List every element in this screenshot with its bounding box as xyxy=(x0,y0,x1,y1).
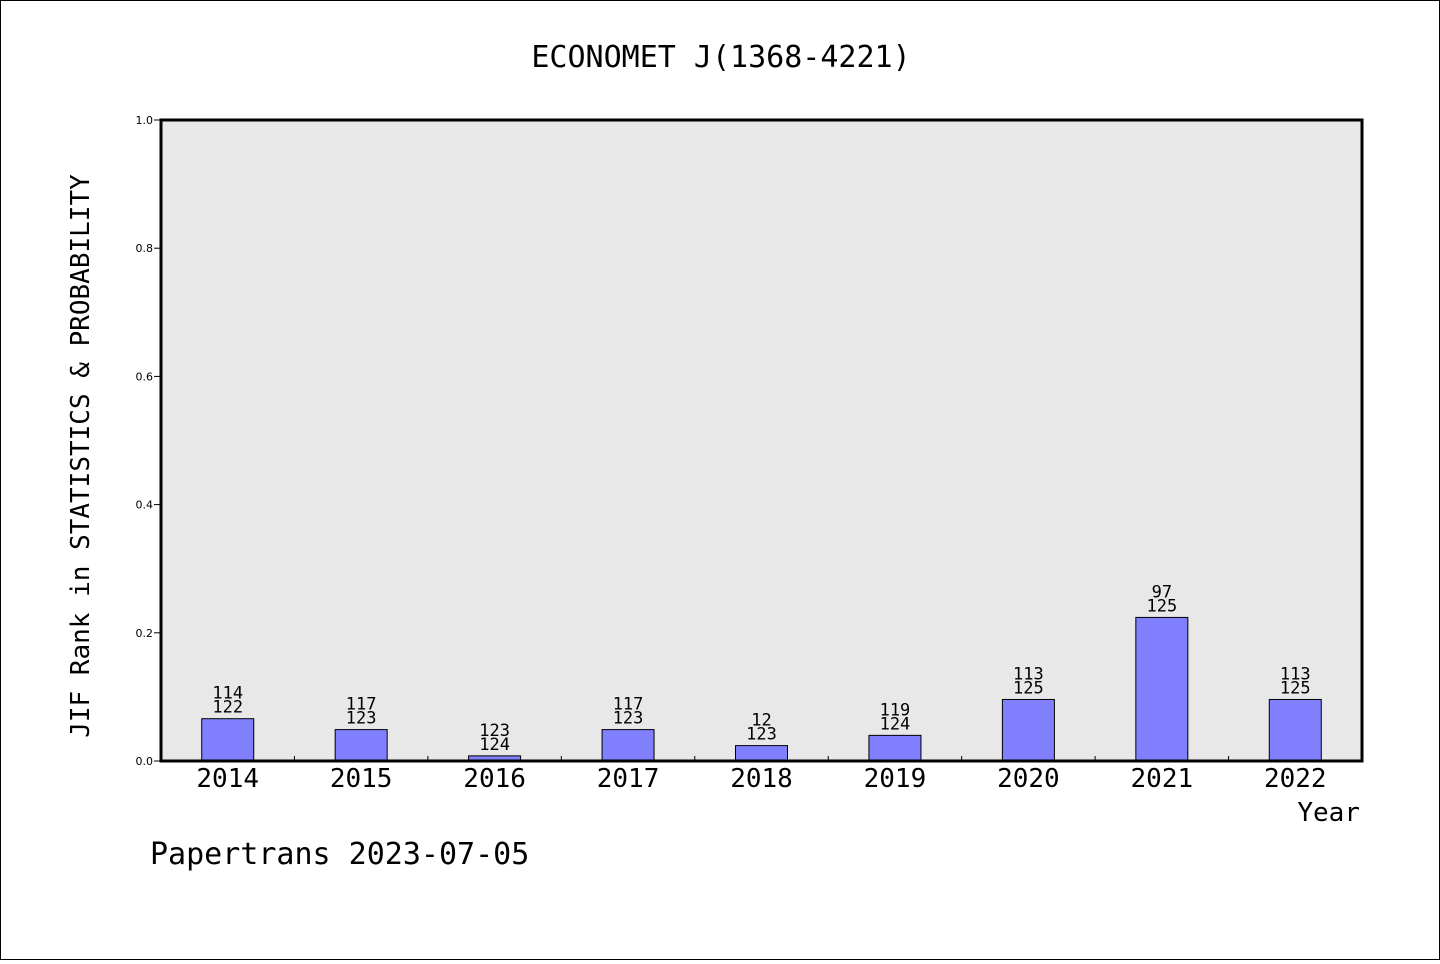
y-tick-label: 1.0 xyxy=(136,114,154,127)
x-tick-label: 2015 xyxy=(330,764,393,794)
y-tick-label: 0.4 xyxy=(136,499,154,512)
bar-rank-label: 117 xyxy=(613,695,644,715)
bar xyxy=(601,729,655,762)
bar xyxy=(1268,698,1322,762)
x-tick-label: 2019 xyxy=(864,764,927,794)
x-axis-ticks: 2014 2015 2016 2017 2018 2019 2020 2021 2022 xyxy=(196,756,1327,794)
bars xyxy=(201,616,1322,762)
x-tick-label: 2016 xyxy=(463,764,526,794)
bar xyxy=(1135,616,1189,762)
bar-rank-label: 117 xyxy=(346,695,377,715)
x-tick-label: 2017 xyxy=(597,764,660,794)
bar-rank-label: 119 xyxy=(880,700,911,720)
y-axis-label: JIF Rank in STATISTICS & PROBABILITY xyxy=(66,174,96,738)
bar-rank-label: 114 xyxy=(212,684,243,704)
bar xyxy=(735,745,788,762)
y-tick-label: 0.8 xyxy=(136,242,154,255)
bar xyxy=(868,734,922,762)
bar-total-label: 122 xyxy=(212,698,243,718)
chart-title: ECONOMET J(1368-4221) xyxy=(531,40,910,75)
bar-rank-label: 12 xyxy=(751,711,771,731)
y-tick-label: 0.0 xyxy=(136,755,154,768)
bar-rank-label: 97 xyxy=(1152,582,1172,602)
bar xyxy=(1001,698,1055,762)
bar-total-label: 124 xyxy=(479,735,510,755)
y-tick-label: 0.6 xyxy=(136,370,154,383)
x-tick-label: 2018 xyxy=(730,764,793,794)
bar-total-label: 125 xyxy=(1146,596,1177,616)
footer-text: Papertrans 2023-07-05 xyxy=(150,837,529,872)
bar-rank-label: 123 xyxy=(479,721,510,741)
bar-total-label: 125 xyxy=(1013,678,1044,698)
bar-rank-label: 113 xyxy=(1013,664,1044,684)
bar-total-label: 123 xyxy=(746,725,777,745)
bar-total-label: 124 xyxy=(880,714,911,734)
bar xyxy=(334,729,388,762)
y-axis-ticks: 0.0 0.2 0.4 0.6 0.8 1.0 xyxy=(136,114,161,768)
bar-total-label: 123 xyxy=(346,709,377,729)
bar-total-label: 125 xyxy=(1280,678,1311,698)
x-tick-label: 2022 xyxy=(1264,764,1327,794)
x-tick-label: 2021 xyxy=(1131,764,1194,794)
x-tick-label: 2014 xyxy=(196,764,259,794)
bar xyxy=(201,718,255,762)
bar-total-label: 123 xyxy=(613,709,644,729)
plot-border xyxy=(159,118,1364,763)
x-tick-label: 2020 xyxy=(997,764,1060,794)
y-tick-label: 0.2 xyxy=(136,627,154,640)
x-axis-label: Year xyxy=(1297,798,1360,828)
bar-rank-label: 113 xyxy=(1280,664,1311,684)
